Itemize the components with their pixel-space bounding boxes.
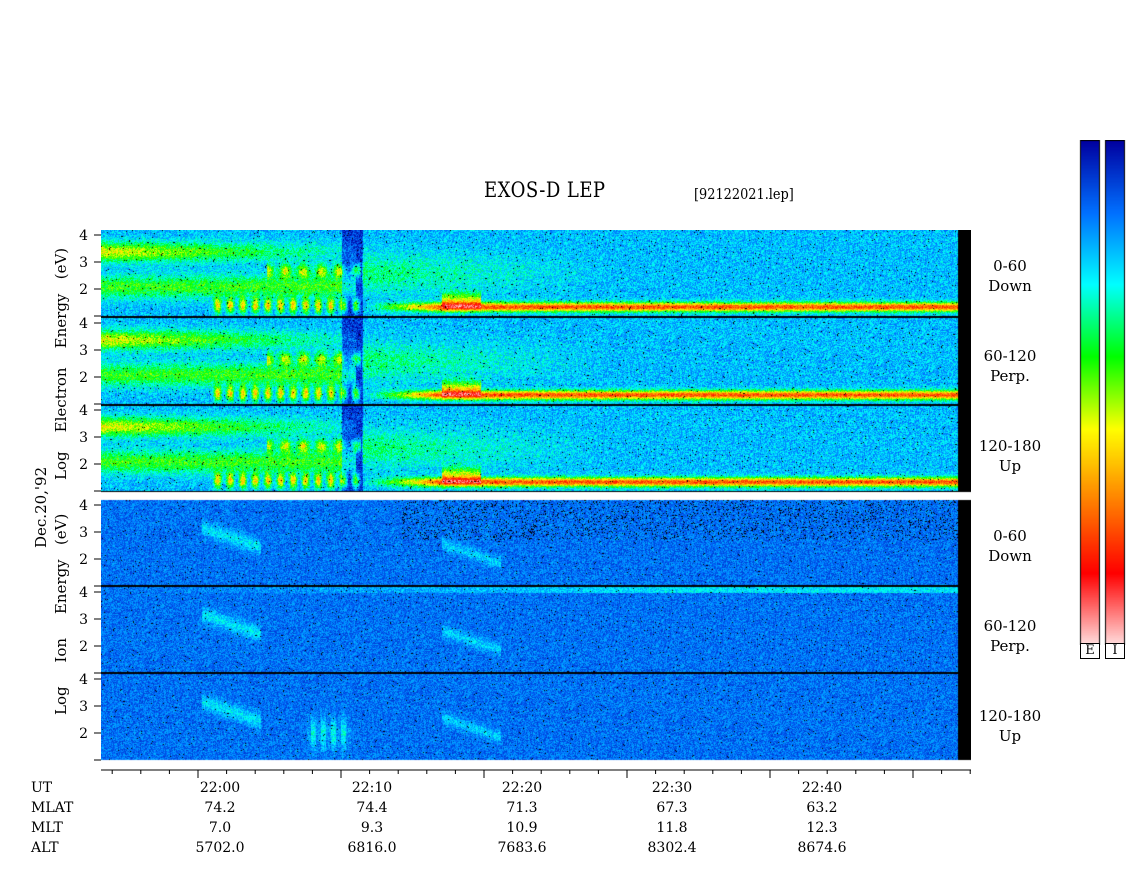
y-tick-label-3-2: 2: [79, 457, 88, 473]
table-alt-4: 8302.4: [647, 840, 697, 856]
electron-label-species: Electron: [52, 367, 70, 433]
channel-3-dir: Up: [998, 457, 1022, 475]
table-ut-1: 22:00: [199, 780, 241, 796]
channel-6-range: 120-180: [978, 707, 1042, 725]
y-tick-label-3-3: 3: [79, 430, 88, 446]
channel-5-range: 60-120: [983, 617, 1037, 635]
table-mlat-4: 67.3: [656, 800, 688, 816]
row-label-ut: UT: [31, 780, 53, 796]
table-mlat-5: 63.2: [806, 800, 838, 816]
table-alt-2: 6816.0: [347, 840, 397, 856]
y-tick-label-1-3: 3: [79, 255, 88, 271]
table-mlt-4: 11.8: [656, 820, 688, 836]
row-label-mlat: MLAT: [31, 800, 74, 816]
color-scale-bars: [1079, 140, 1129, 645]
channel-5-dir: Perp.: [990, 637, 1030, 655]
y-tick-label-5-3: 3: [79, 612, 88, 628]
y-tick-label-2-2: 2: [79, 370, 88, 386]
table-mlat-2: 74.4: [356, 800, 388, 816]
table-ut-4: 22:30: [651, 780, 693, 796]
table-mlt-5: 12.3: [806, 820, 838, 836]
y-tick-label-1-2: 2: [79, 282, 88, 298]
y-tick-label-2-3: 3: [79, 343, 88, 359]
channel-label-5: 60-120 Perp.: [970, 616, 1050, 656]
channel-1-dir: Down: [988, 277, 1032, 295]
row-label-mlt: MLT: [31, 820, 63, 836]
table-alt-3: 7683.6: [497, 840, 547, 856]
y-tick-label-4-4: 4: [79, 498, 88, 514]
table-ut-5: 22:40: [801, 780, 843, 796]
y-tick-label-4-2: 2: [79, 552, 88, 568]
row-label-alt: ALT: [31, 840, 59, 856]
channel-2-range: 60-120: [983, 347, 1037, 365]
chart-title: EXOS-D LEP: [484, 178, 606, 202]
channel-3-range: 120-180: [978, 437, 1042, 455]
channel-4-range: 0-60: [993, 527, 1027, 545]
electron-axis-label: Log Electron Energy (eV): [52, 248, 70, 480]
ion-label-unit: (eV): [52, 513, 70, 546]
table-mlt-3: 10.9: [506, 820, 538, 836]
channel-label-3: 120-180 Up: [970, 436, 1050, 476]
y-tick-label-5-4: 4: [79, 585, 88, 601]
ion-label-log: Log: [52, 686, 70, 715]
channel-1-range: 0-60: [993, 257, 1027, 275]
channel-label-2: 60-120 Perp.: [970, 346, 1050, 386]
channel-4-dir: Down: [988, 547, 1032, 565]
channel-label-6: 120-180 Up: [970, 706, 1050, 746]
channel-label-4: 0-60 Down: [970, 526, 1050, 566]
y-tick-label-5-2: 2: [79, 639, 88, 655]
table-ut-2: 22:10: [351, 780, 393, 796]
y-tick-label-2-4: 4: [79, 316, 88, 332]
channel-6-dir: Up: [998, 727, 1022, 745]
date-label: Dec.20,'92: [32, 466, 50, 548]
table-mlat-1: 74.2: [204, 800, 236, 816]
spectrogram-panels: [101, 230, 971, 762]
ion-label-energy: Energy: [52, 559, 70, 615]
channel-2-dir: Perp.: [990, 367, 1030, 385]
electron-label-log: Log: [52, 451, 70, 480]
table-mlat-3: 71.3: [506, 800, 538, 816]
colorbar-label-ion: I: [1105, 643, 1125, 659]
file-name: [92122021.lep]: [694, 185, 794, 203]
y-tick-label-1-4: 4: [79, 228, 88, 244]
channel-label-1: 0-60 Down: [970, 256, 1050, 296]
ion-axis-label: Log Ion Energy (eV): [52, 514, 70, 715]
y-tick-label-6-2: 2: [79, 726, 88, 742]
table-mlt-1: 7.0: [208, 820, 232, 836]
table-ut-3: 22:20: [501, 780, 543, 796]
y-tick-label-4-3: 3: [79, 525, 88, 541]
y-tick-label-6-4: 4: [79, 672, 88, 688]
electron-label-unit: (eV): [52, 247, 70, 280]
table-alt-1: 5702.0: [195, 840, 245, 856]
y-tick-label-6-3: 3: [79, 699, 88, 715]
y-tick-label-3-4: 4: [79, 403, 88, 419]
colorbar-label-electron: E: [1080, 643, 1100, 659]
table-mlt-2: 9.3: [360, 820, 384, 836]
electron-label-energy: Energy: [52, 293, 70, 349]
table-alt-5: 8674.6: [797, 840, 847, 856]
ion-label-species: Ion: [52, 637, 70, 663]
